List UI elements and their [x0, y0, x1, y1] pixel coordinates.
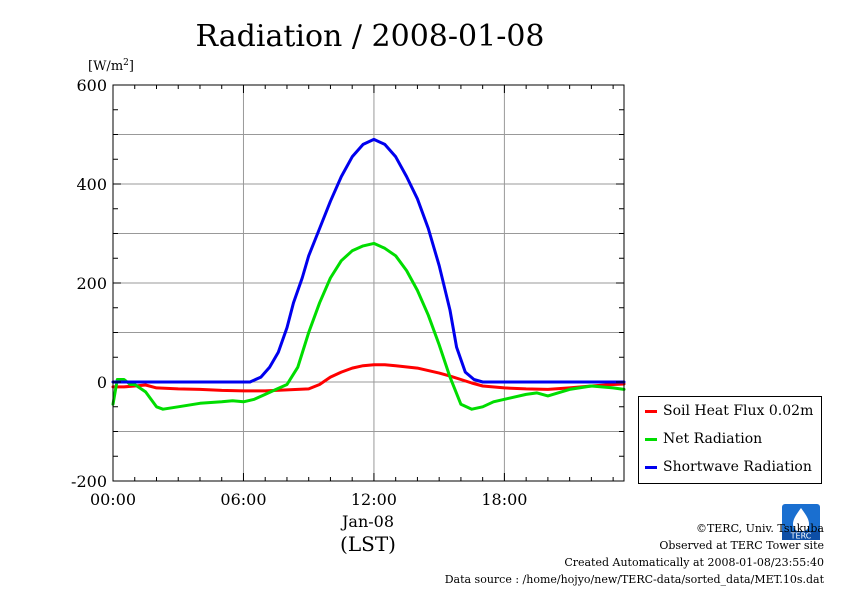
legend: Soil Heat Flux 0.02m Net Radiation Short…: [638, 396, 822, 484]
terc-logo: TERC: [782, 504, 820, 540]
legend-swatch: [645, 409, 657, 413]
x-axis-label: (LST): [340, 532, 396, 556]
legend-swatch: [645, 437, 657, 441]
y-tick-label: -200: [71, 472, 107, 491]
legend-item-soil-heat-flux: Soil Heat Flux 0.02m: [645, 401, 813, 421]
y-axis-ticks: -200 0 200 400 600: [71, 76, 624, 491]
x-date-label: Jan-08: [340, 512, 394, 531]
x-tick-label: 12:00: [351, 490, 397, 509]
observed-text: Observed at TERC Tower site: [659, 539, 824, 552]
y-tick-label: 200: [76, 274, 107, 293]
created-text: Created Automatically at 2008-01-08/23:5…: [564, 556, 824, 569]
y-tick-label: 600: [76, 76, 107, 95]
series-line-2: [111, 137, 626, 384]
copyright-text: ©TERC, Univ. Tsukuba: [695, 522, 824, 535]
series-line-0: [111, 363, 626, 393]
legend-label: Shortwave Radiation: [663, 459, 812, 475]
x-axis-ticks: 00:00 06:00 12:00 18:00: [90, 85, 614, 509]
x-tick-label: 18:00: [481, 490, 527, 509]
chart-title: Radiation / 2008-01-08: [195, 19, 544, 54]
x-tick-label: 06:00: [220, 490, 266, 509]
y-tick-label: 400: [76, 175, 107, 194]
y-unit-label: [W/m2]: [88, 58, 134, 74]
x-tick-label: 00:00: [90, 490, 136, 509]
legend-swatch: [645, 465, 657, 469]
legend-item-net-radiation: Net Radiation: [645, 429, 762, 449]
legend-item-shortwave-radiation: Shortwave Radiation: [645, 457, 812, 477]
series-line-1: [111, 241, 626, 411]
grid: [113, 85, 624, 481]
logo-text: TERC: [790, 532, 812, 541]
series-lines: [111, 137, 626, 411]
legend-label: Soil Heat Flux 0.02m: [663, 403, 814, 419]
credits: ©TERC, Univ. Tsukuba Observed at TERC To…: [445, 520, 824, 588]
y-tick-label: 0: [97, 373, 107, 392]
legend-label: Net Radiation: [663, 431, 763, 447]
source-text: Data source : /home/hojyo/new/TERC-data/…: [444, 573, 824, 586]
